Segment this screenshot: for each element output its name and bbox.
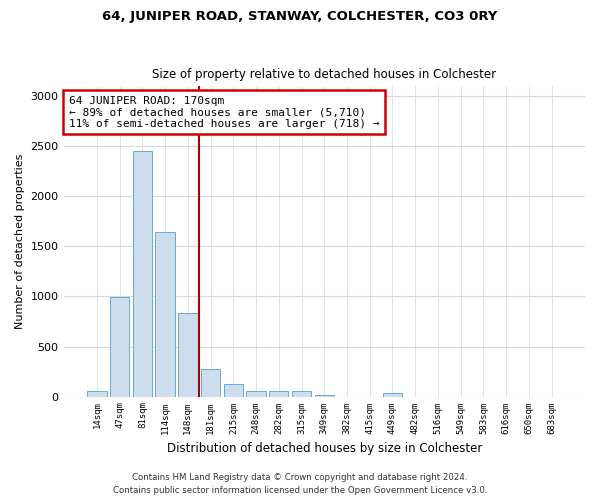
Text: 64, JUNIPER ROAD, STANWAY, COLCHESTER, CO3 0RY: 64, JUNIPER ROAD, STANWAY, COLCHESTER, C…: [103, 10, 497, 23]
Bar: [247, 391, 266, 396]
Bar: [178, 314, 197, 396]
Bar: [201, 368, 220, 396]
Bar: [110, 298, 130, 396]
Title: Size of property relative to detached houses in Colchester: Size of property relative to detached ho…: [152, 68, 496, 81]
Bar: [292, 391, 311, 396]
Bar: [224, 384, 243, 396]
Bar: [383, 393, 402, 396]
Bar: [314, 394, 334, 396]
Bar: [87, 391, 107, 396]
X-axis label: Distribution of detached houses by size in Colchester: Distribution of detached houses by size …: [167, 442, 482, 455]
Text: Contains HM Land Registry data © Crown copyright and database right 2024.
Contai: Contains HM Land Registry data © Crown c…: [113, 474, 487, 495]
Bar: [155, 232, 175, 396]
Y-axis label: Number of detached properties: Number of detached properties: [15, 154, 25, 329]
Bar: [133, 152, 152, 396]
Bar: [269, 390, 289, 396]
Text: 64 JUNIPER ROAD: 170sqm
← 89% of detached houses are smaller (5,710)
11% of semi: 64 JUNIPER ROAD: 170sqm ← 89% of detache…: [69, 96, 379, 129]
